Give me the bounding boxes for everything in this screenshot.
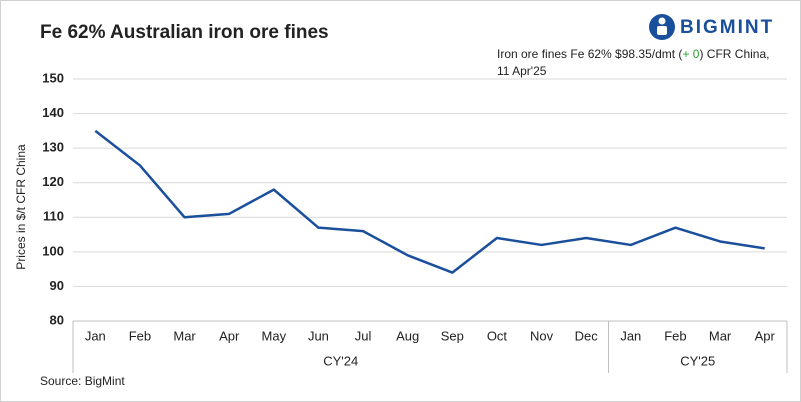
annotation-text: Iron ore fines Fe 62% $98.35/dmt ( [497,47,683,61]
chart-title: Fe 62% Australian iron ore fines [40,22,329,43]
x-tick-label: Feb [664,328,686,343]
y-tick-label: 110 [43,209,64,224]
logo: BIGMINT [649,14,774,40]
y-tick-label: 150 [42,70,64,85]
x-tick-label: Oct [487,328,508,343]
logo-text: BIGMINT [680,17,774,38]
y-tick-label: 130 [42,140,64,155]
logo-icon-head [658,17,666,25]
group-label: CY'24 [323,353,358,368]
line [94,129,765,274]
x-tick-label: Dec [575,328,599,343]
x-tick-label: May [262,328,287,343]
x-tick-label: Feb [129,328,151,343]
x-tick-label: Jun [308,328,329,343]
y-tick-label: 100 [42,243,64,258]
y-tick-label: 120 [42,174,64,189]
y-axis-label: Prices in $/t CFR China [14,144,28,270]
y-tick-label: 90 [50,278,64,293]
logo-icon-body [657,26,667,35]
x-tick-label: Jan [85,328,106,343]
group-label: CY'25 [680,353,715,368]
x-tick-label: Jan [620,328,641,343]
y-tick-label: 140 [42,105,64,120]
x-tick-label: Mar [709,328,732,343]
x-tick-label: Apr [755,328,776,343]
x-tick-label: Apr [219,328,240,343]
x-tick-label: Mar [173,328,196,343]
annotation-change: + 0 [682,47,700,61]
x-tick-label: Jul [355,328,372,343]
annotation-text: ) CFR China, 11 Apr'25 [497,47,770,78]
annotation: Iron ore fines Fe 62% $98.35/dmt (+ 0) C… [497,46,782,80]
y-tick-label: 80 [50,312,64,327]
source: Source: BigMint [40,374,125,388]
x-tick-label: Nov [530,328,554,343]
x-tick-label: Sep [441,328,464,343]
x-tick-label: Aug [396,328,419,343]
